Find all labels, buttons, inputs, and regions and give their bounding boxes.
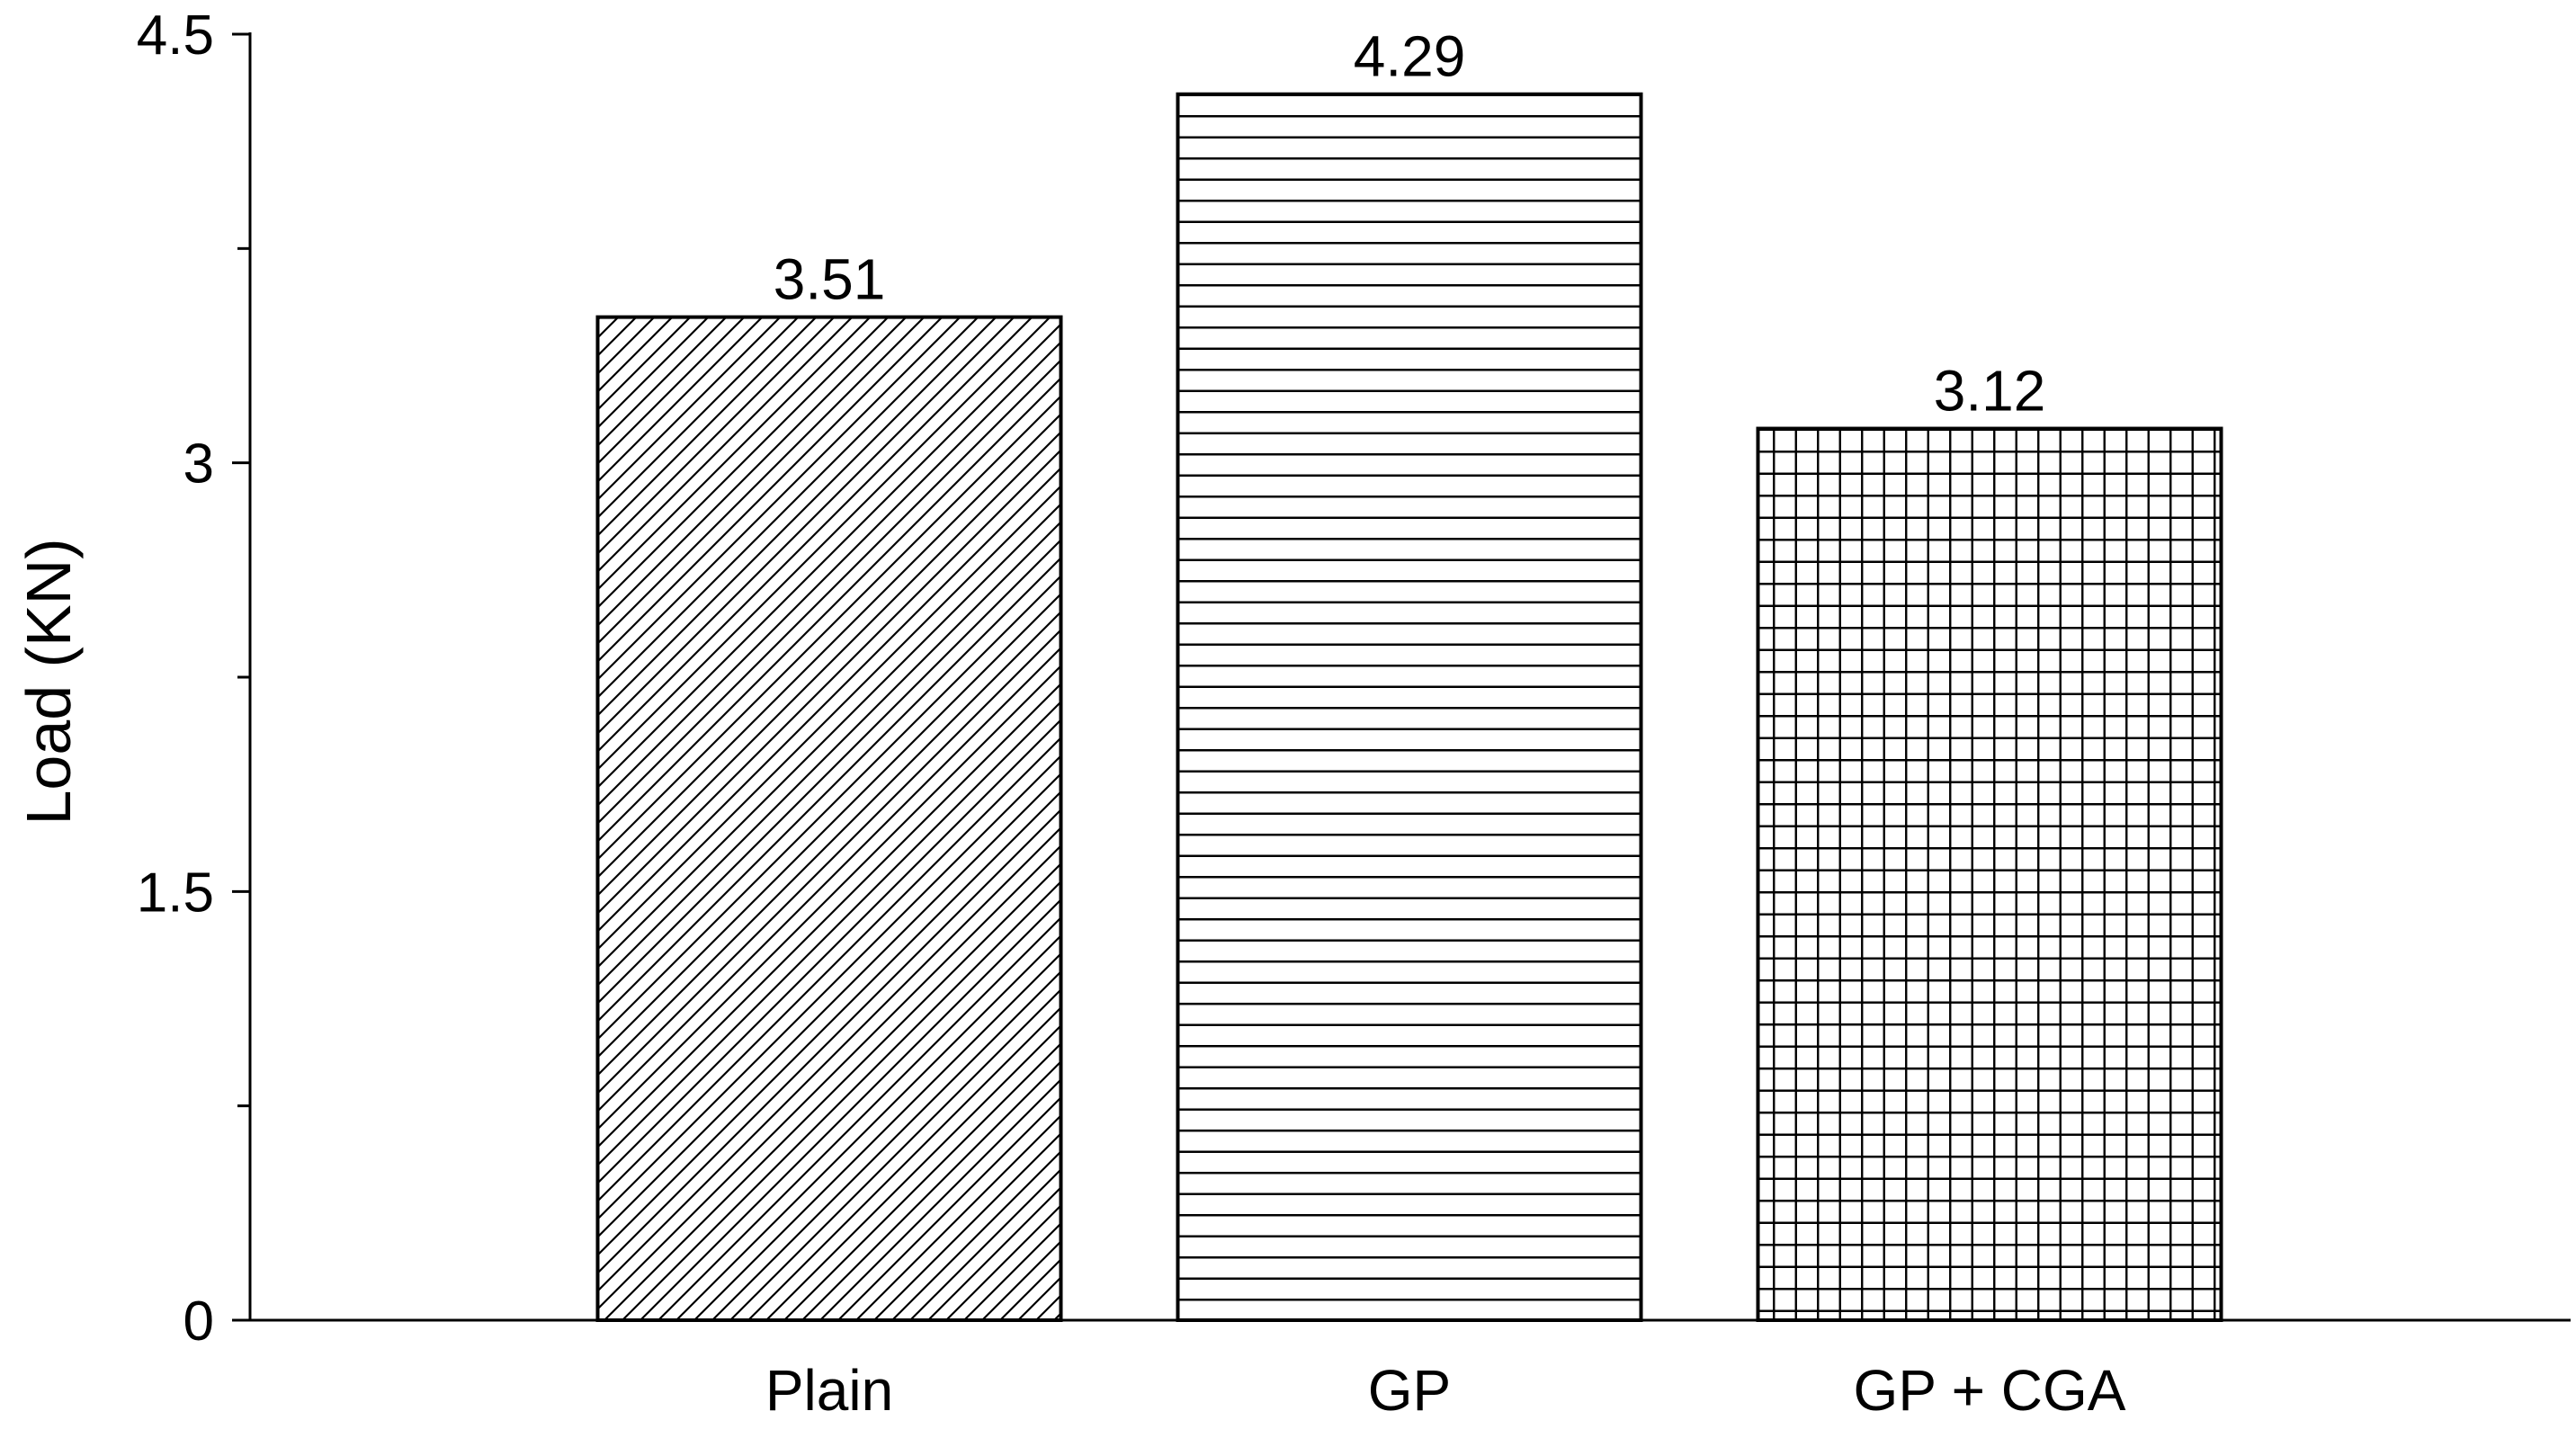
bar-gp <box>1176 92 1643 1323</box>
data-label: 3.12 <box>1934 359 2046 424</box>
category-label: GP + CGA <box>1854 1358 2126 1423</box>
y-axis-title: Load (KN) <box>13 538 84 825</box>
y-tick-label: 3 <box>183 433 214 496</box>
data-labels: 3.51 4.29 3.12 <box>774 24 2046 424</box>
category-labels: Plain GP GP + CGA <box>765 1358 2126 1423</box>
bar-plain <box>595 315 1063 1323</box>
category-label: Plain <box>765 1358 893 1423</box>
y-axis: 0 1.5 3 4.5 <box>137 4 252 1353</box>
y-tick-label: 1.5 <box>137 862 214 924</box>
data-label: 3.51 <box>774 247 886 312</box>
bars <box>595 92 2223 1323</box>
bar-gp-cga <box>1756 426 2223 1322</box>
y-tick-label: 4.5 <box>137 4 214 67</box>
y-tick-label: 0 <box>183 1291 214 1353</box>
data-label: 4.29 <box>1354 24 1466 89</box>
category-label: GP <box>1368 1358 1451 1423</box>
